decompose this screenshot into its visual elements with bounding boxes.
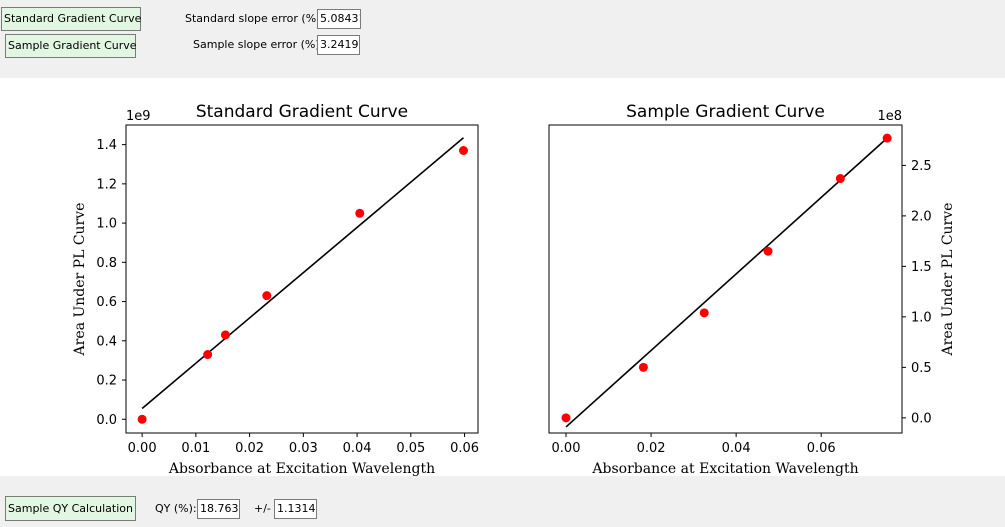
data-point xyxy=(561,413,571,423)
x-tick-label: 0.00 xyxy=(552,441,581,456)
y-tick-label: 1.4 xyxy=(96,138,117,153)
x-tick-label: 0.04 xyxy=(722,441,751,456)
y-tick-label: 0.0 xyxy=(911,411,932,426)
y-tick-label: 2.5 xyxy=(911,159,932,174)
y-tick-label: 2.0 xyxy=(911,209,932,224)
gradient-plots: 0.00 0.01 0.02 0.03 0.04 0.05 0.06 0.0 0.2 0.4 0.6… xyxy=(72,102,956,477)
standard-gradient-curve-button[interactable]: Standard Gradient Curve xyxy=(1,7,141,31)
chart-2: 0.00 0.02 0.04 0.06 0.0 0.5 1.0 1.5 2.0 2.5 1e8 Sam… xyxy=(548,102,956,477)
x-axis-label: Absorbance at Excitation Wavelength xyxy=(168,461,435,476)
standard-slope-error-label: Standard slope error (%): xyxy=(185,12,325,25)
x-tick-label: 0.01 xyxy=(181,441,210,456)
fit-line xyxy=(141,137,465,410)
plus-minus-label: +/- xyxy=(254,502,271,515)
axes-frame xyxy=(125,124,479,434)
qy-error-field[interactable]: 1.13140 xyxy=(274,499,317,519)
x-tick-label: 0.03 xyxy=(289,441,318,456)
data-point xyxy=(882,133,892,143)
chart-1: 0.00 0.01 0.02 0.03 0.04 0.05 0.06 0.0 0.2 0.4 0.6… xyxy=(72,102,479,477)
fit-line xyxy=(565,137,888,428)
x-tick-label: 0.02 xyxy=(637,441,666,456)
qy-label: QY (%): xyxy=(155,502,197,515)
standard-slope-error-field[interactable]: 5.08431 xyxy=(317,9,361,29)
y-offset-text: 1e8 xyxy=(877,109,902,124)
y-tick-label: 0.5 xyxy=(911,361,932,376)
y-tick-label: 1.0 xyxy=(911,310,932,325)
y-tick-label: 0.8 xyxy=(96,256,117,271)
sample-slope-error-label: Sample slope error (%): xyxy=(193,38,324,51)
chart-title: Sample Gradient Curve xyxy=(626,102,825,122)
data-point xyxy=(355,208,365,218)
y-tick-label: 1.0 xyxy=(96,217,117,232)
y-tick-label: 0.6 xyxy=(96,295,117,310)
chart-title: Standard Gradient Curve xyxy=(196,102,408,122)
data-point xyxy=(458,146,468,156)
y-tick-label: 0.0 xyxy=(96,413,117,428)
data-point xyxy=(203,350,213,360)
x-tick-label: 0.06 xyxy=(807,441,836,456)
y-tick-label: 0.2 xyxy=(96,374,117,389)
sample-qy-calculation-button[interactable]: Sample QY Calculation xyxy=(5,496,136,521)
data-point xyxy=(220,330,230,340)
y-offset-text: 1e9 xyxy=(126,109,151,124)
x-tick-label: 0.02 xyxy=(235,441,264,456)
plot-canvas: 0.00 0.01 0.02 0.03 0.04 0.05 0.06 0.0 0.2 0.4 0.6… xyxy=(0,78,1005,477)
y-axis-label: Area Under PL Curve xyxy=(940,203,956,357)
y-tick-label: 1.2 xyxy=(96,177,117,192)
y-tick-label: 1.5 xyxy=(911,260,932,275)
data-point xyxy=(835,174,845,184)
x-tick-label: 0.06 xyxy=(450,441,479,456)
data-point xyxy=(638,362,648,372)
data-point xyxy=(262,291,272,301)
x-axis-label: Absorbance at Excitation Wavelength xyxy=(591,461,858,476)
y-axis-label: Area Under PL Curve xyxy=(72,203,88,357)
x-tick-label: 0.05 xyxy=(396,441,425,456)
y-tick-label: 0.4 xyxy=(96,334,117,349)
x-tick-label: 0.04 xyxy=(343,441,372,456)
axes-frame xyxy=(548,124,903,434)
data-point xyxy=(763,246,773,256)
x-tick-label: 0.00 xyxy=(128,441,157,456)
sample-gradient-curve-button[interactable]: Sample Gradient Curve xyxy=(5,34,137,58)
data-point xyxy=(137,414,147,424)
qy-value-field[interactable]: 18.7630 xyxy=(197,499,240,519)
data-point xyxy=(699,308,709,318)
